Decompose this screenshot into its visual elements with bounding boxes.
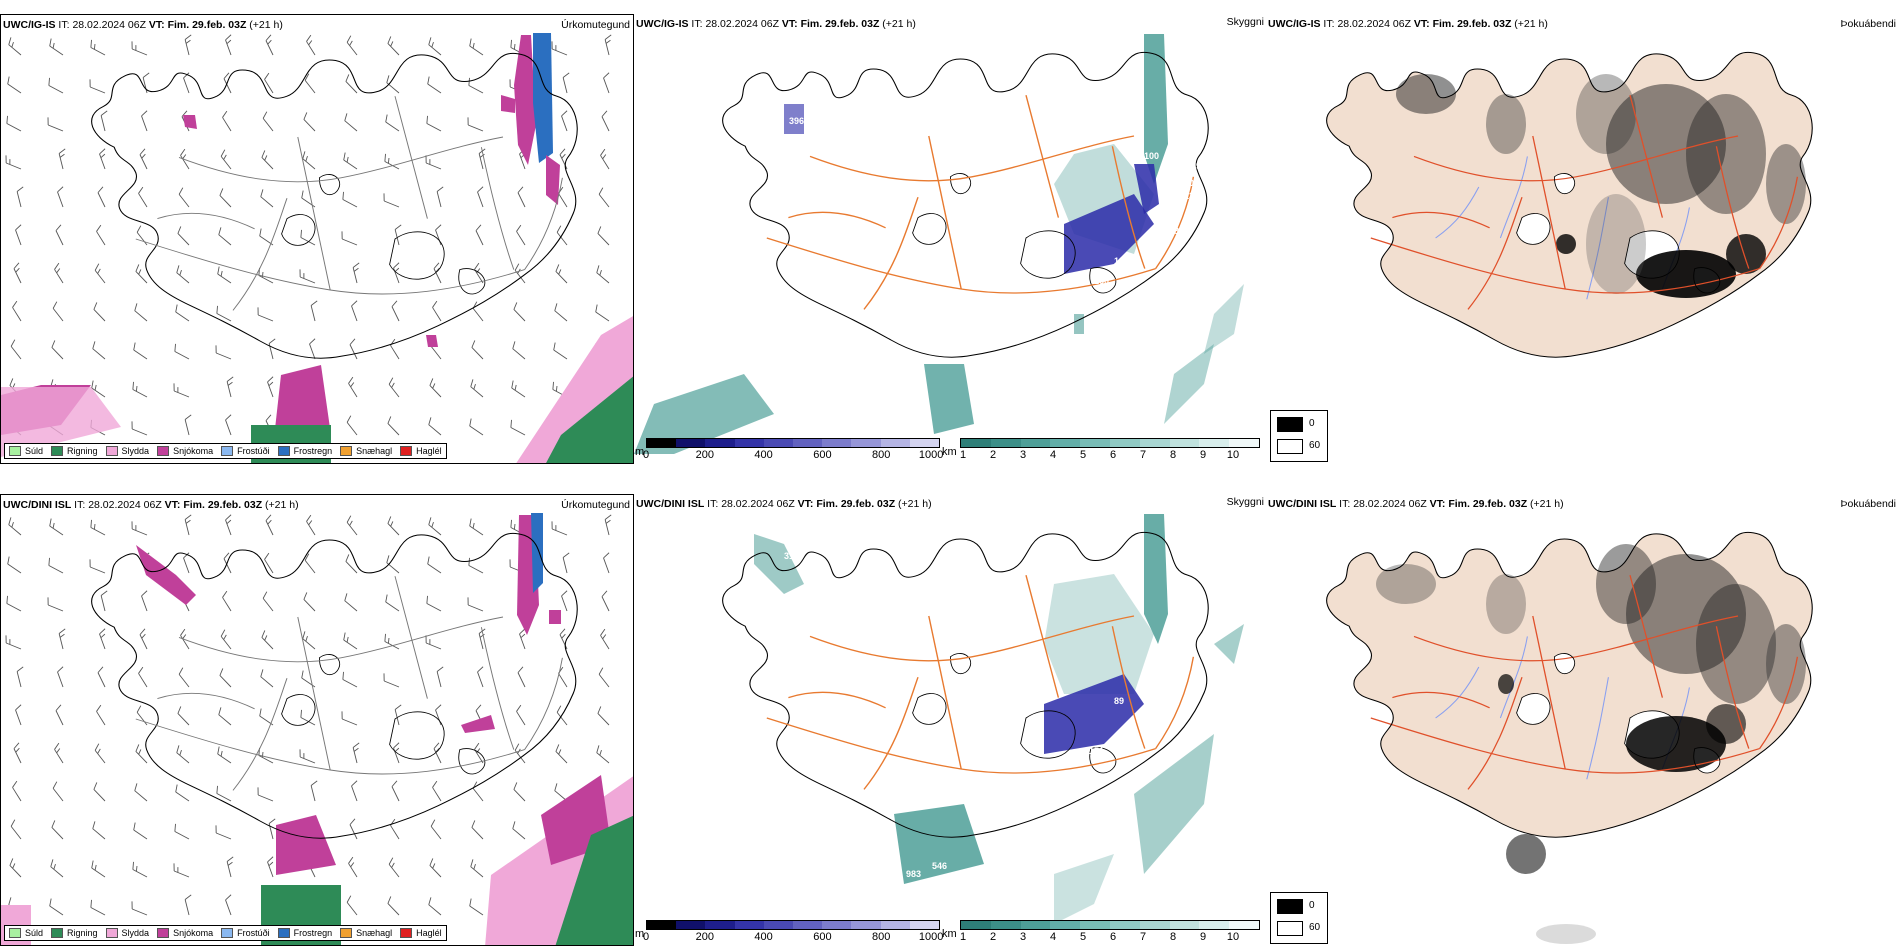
visibility-areas — [634, 34, 1244, 454]
height-unit: m — [635, 928, 645, 940]
visibility-label: 546 — [932, 861, 947, 871]
visibility-label: 121 — [1061, 758, 1076, 768]
fog-map-2 — [1326, 531, 1813, 944]
visibility-label: 133 — [1184, 191, 1199, 201]
panel-variable: Úrkomutegund — [561, 19, 630, 31]
wind-barbs — [5, 34, 612, 436]
legend-item: Snjókoma — [157, 928, 213, 938]
precip-areas — [1, 33, 633, 463]
fog-panel-2: UWC/DINI ISL IT: 28.02.2024 06Z VT: Fim.… — [1266, 494, 1900, 946]
panel-variable: Úrkomutegund — [561, 499, 630, 511]
legend-item: Haglél — [400, 446, 442, 456]
fog-areas — [1396, 74, 1806, 298]
visibility-panel-2: 312 152 141 151 121 89 983 546 UWC/DINI … — [634, 494, 1266, 946]
legend-item: Rigning — [51, 928, 98, 938]
visibility-label: 151 — [1089, 746, 1104, 756]
precip-type-legend: Súld Rigning Slydda Snjókoma Frostúði Fr… — [4, 443, 447, 459]
visibility-map-2: 312 152 141 151 121 89 983 546 — [722, 514, 1244, 924]
coastline-iceland — [722, 531, 1209, 838]
visibility-label: 12 — [1114, 256, 1124, 266]
panel-variable: Þokuábendi — [1840, 18, 1896, 30]
panel-title: UWC/DINI ISL IT: 28.02.2024 06Z VT: Fim.… — [1268, 498, 1564, 510]
legend-item: Frostúði — [221, 928, 270, 938]
fog-legend: 0 60 — [1270, 410, 1328, 462]
visibility-unit: km — [942, 446, 957, 458]
coastline-iceland — [91, 532, 578, 839]
visibility-areas — [754, 514, 1244, 924]
road-network — [1370, 95, 1799, 310]
visibility-ticks: 1 2 3 4 5 6 7 8 9 10 — [959, 931, 1240, 943]
visibility-colorbar: 1 2 3 4 5 6 7 8 9 10 — [960, 438, 1260, 462]
visibility-label: 120 — [1179, 178, 1194, 188]
visibility-unit: km — [942, 928, 957, 940]
coastline-iceland — [1326, 531, 1813, 838]
panel-title: UWC/DINI ISL IT: 28.02.2024 06Z VT: Fim.… — [636, 498, 932, 510]
fog-legend: 0 60 — [1270, 892, 1328, 944]
panel-variable: Þokuábendi — [1840, 498, 1896, 510]
visibility-label: 396 — [789, 116, 804, 126]
visibility-ticks: 1 2 3 4 5 6 7 8 9 10 — [959, 449, 1240, 461]
legend-item: Frostúði — [221, 446, 270, 456]
legend-item: Slydda — [105, 446, 149, 456]
height-colorbar: 0 200 400 600 800 1000 — [642, 920, 944, 944]
precip-areas — [1, 513, 633, 945]
legend-item: Haglél — [400, 928, 442, 938]
legend-item: Súld — [9, 928, 43, 938]
coastline-iceland — [91, 52, 578, 359]
visibility-labels: 312 152 141 151 121 89 983 546 — [784, 551, 1134, 879]
coastline-iceland — [722, 51, 1209, 358]
visibility-colorbar: 1 2 3 4 5 6 7 8 9 10 — [960, 920, 1260, 944]
legend-item: Frostregn — [277, 446, 332, 456]
legend-item: Snjókoma — [157, 446, 213, 456]
height-ticks: 0 200 400 600 800 1000 — [642, 449, 944, 461]
height-colorbar: 0 200 400 600 800 1000 — [642, 438, 944, 462]
visibility-label: 98 — [1046, 216, 1056, 226]
visibility-label: 129 — [1186, 161, 1201, 171]
legend-item: Rigning — [51, 446, 98, 456]
road-network — [1370, 575, 1799, 790]
visibility-label: 141 — [1119, 731, 1134, 741]
legend-item: Slydda — [105, 928, 149, 938]
panel-title: UWC/IG-IS IT: 28.02.2024 06Z VT: Fim. 29… — [3, 19, 283, 31]
height-ticks: 0 200 400 600 800 1000 — [642, 931, 944, 943]
visibility-map-1: 396 100 123 12 160 98 133 120 129 — [634, 34, 1244, 454]
fog-map-1 — [1326, 51, 1813, 358]
visibility-label: 100 — [1144, 151, 1159, 161]
precip-map-1 — [1, 33, 633, 463]
fog-panel-1: UWC/IG-IS IT: 28.02.2024 06Z VT: Fim. 29… — [1266, 14, 1900, 464]
legend-item: Snæhagl — [340, 446, 392, 456]
panel-variable: Skyggni — [1226, 496, 1264, 508]
visibility-panel-1: 396 100 123 12 160 98 133 120 129 UWC/IG… — [634, 14, 1266, 464]
precip-map-2 — [1, 513, 633, 945]
road-network — [766, 95, 1195, 310]
legend-item: Snæhagl — [340, 928, 392, 938]
precip-type-panel-1: UWC/IG-IS IT: 28.02.2024 06Z VT: Fim. 29… — [0, 14, 634, 464]
height-unit: m — [635, 446, 645, 458]
visibility-label: 983 — [906, 869, 921, 879]
visibility-labels: 396 100 123 12 160 98 133 120 129 — [789, 116, 1201, 286]
visibility-label: 152 — [809, 586, 824, 596]
panel-title: UWC/DINI ISL IT: 28.02.2024 06Z VT: Fim.… — [3, 499, 299, 511]
road-network — [766, 575, 1195, 790]
visibility-label: 160 — [1094, 276, 1109, 286]
panel-title: UWC/IG-IS IT: 28.02.2024 06Z VT: Fim. 29… — [1268, 18, 1548, 30]
legend-item: Súld — [9, 446, 43, 456]
visibility-label: 312 — [784, 551, 799, 561]
road-network — [135, 96, 563, 311]
precip-type-panel-2: UWC/DINI ISL IT: 28.02.2024 06Z VT: Fim.… — [0, 494, 634, 946]
panel-title: UWC/IG-IS IT: 28.02.2024 06Z VT: Fim. 29… — [636, 18, 916, 30]
visibility-label: 123 — [1164, 226, 1179, 236]
road-network — [135, 576, 563, 791]
panel-variable: Skyggni — [1226, 16, 1264, 28]
precip-type-legend: Súld Rigning Slydda Snjókoma Frostúði Fr… — [4, 925, 447, 941]
legend-item: Frostregn — [277, 928, 332, 938]
visibility-label: 89 — [1114, 696, 1124, 706]
coastline-iceland — [1326, 51, 1813, 358]
